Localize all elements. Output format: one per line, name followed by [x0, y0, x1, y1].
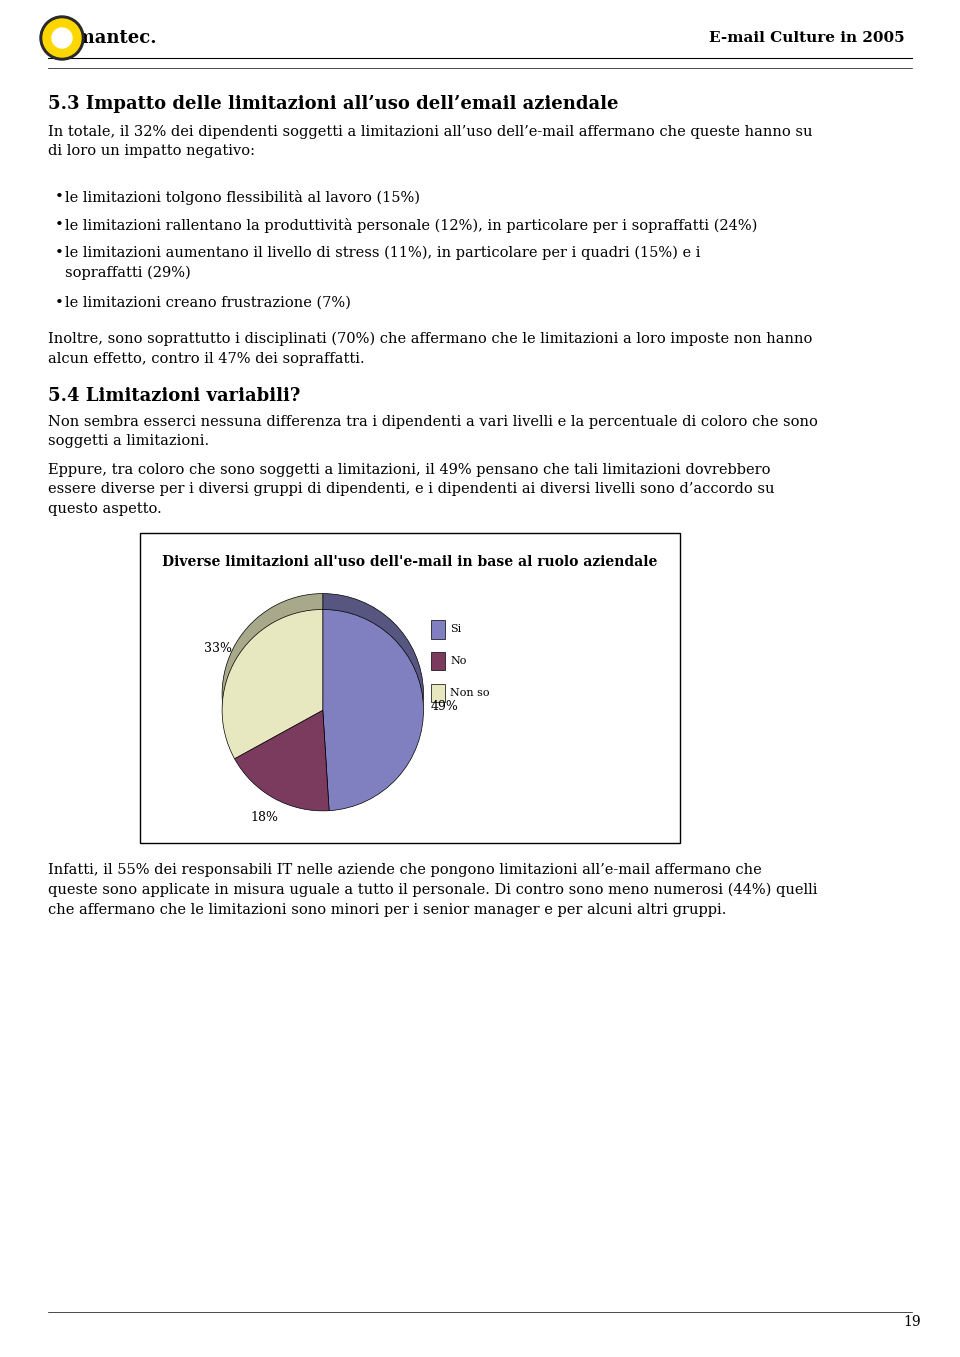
Text: le limitazioni tolgono flessibilità al lavoro (15%): le limitazioni tolgono flessibilità al l… — [65, 190, 420, 205]
Text: Eppure, tra coloro che sono soggetti a limitazioni, il 49% pensano che tali limi: Eppure, tra coloro che sono soggetti a l… — [48, 463, 775, 516]
Text: •: • — [55, 296, 64, 309]
Text: le limitazioni aumentano il livello di stress (11%), in particolare per i quadri: le limitazioni aumentano il livello di s… — [65, 246, 701, 281]
Text: 18%: 18% — [250, 810, 278, 824]
Text: Non sembra esserci nessuna differenza tra i dipendenti a vari livelli e la perce: Non sembra esserci nessuna differenza tr… — [48, 415, 818, 449]
Circle shape — [43, 19, 81, 57]
Text: E-mail Culture in 2005: E-mail Culture in 2005 — [709, 31, 905, 45]
Wedge shape — [323, 609, 423, 810]
Wedge shape — [234, 695, 329, 795]
Circle shape — [40, 16, 84, 60]
Text: In totale, il 32% dei dipendenti soggetti a limitazioni all’uso dell’e-mail affe: In totale, il 32% dei dipendenti soggett… — [48, 125, 812, 159]
Bar — [431, 651, 444, 670]
Text: •: • — [55, 218, 64, 232]
Text: symantec.: symantec. — [55, 28, 156, 47]
Text: Diverse limitazioni all'uso dell'e-mail in base al ruolo aziendale: Diverse limitazioni all'uso dell'e-mail … — [162, 555, 658, 569]
Text: •: • — [55, 246, 64, 261]
Text: 5.3 Impatto delle limitazioni all’uso dell’email aziendale: 5.3 Impatto delle limitazioni all’uso de… — [48, 95, 618, 113]
Text: 33%: 33% — [204, 642, 232, 654]
Text: 49%: 49% — [431, 700, 459, 712]
Wedge shape — [234, 710, 329, 811]
Text: 19: 19 — [903, 1315, 921, 1329]
Text: Si: Si — [450, 624, 461, 634]
Text: No: No — [450, 657, 467, 666]
Text: le limitazioni creano frustrazione (7%): le limitazioni creano frustrazione (7%) — [65, 296, 350, 309]
Wedge shape — [323, 593, 423, 795]
Text: 5.4 Limitazioni variabili?: 5.4 Limitazioni variabili? — [48, 387, 300, 404]
Circle shape — [52, 28, 72, 47]
Text: •: • — [55, 190, 64, 204]
Bar — [431, 684, 444, 702]
Wedge shape — [222, 609, 323, 759]
Text: Non so: Non so — [450, 688, 490, 697]
Wedge shape — [222, 593, 323, 742]
Bar — [431, 620, 444, 639]
Text: le limitazioni rallentano la produttività personale (12%), in particolare per i : le limitazioni rallentano la produttivit… — [65, 218, 757, 233]
Bar — [140, 533, 680, 843]
Text: Inoltre, sono soprattutto i disciplinati (70%) che affermano che le limitazioni : Inoltre, sono soprattutto i disciplinati… — [48, 332, 812, 366]
Text: Infatti, il 55% dei responsabili IT nelle aziende che pongono limitazioni all’e-: Infatti, il 55% dei responsabili IT nell… — [48, 863, 818, 916]
